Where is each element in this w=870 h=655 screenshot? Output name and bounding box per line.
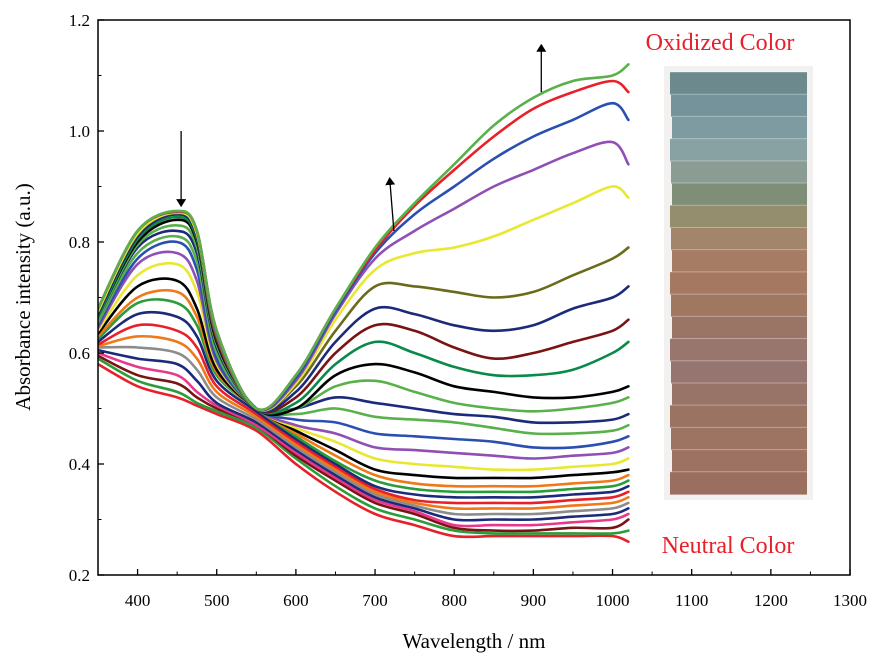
spectrum-line bbox=[98, 224, 630, 416]
color-swatch-strip bbox=[664, 66, 813, 500]
spectrum-line bbox=[98, 63, 630, 412]
swatch-band bbox=[671, 427, 807, 451]
x-tick-label: 600 bbox=[283, 591, 309, 610]
y-tick-label: 0.6 bbox=[69, 344, 90, 363]
spectrum-line bbox=[98, 140, 630, 412]
spectrum-line bbox=[98, 218, 630, 417]
spectrum-line bbox=[98, 323, 630, 505]
x-tick-label: 400 bbox=[125, 591, 151, 610]
y-tick-label: 0.8 bbox=[69, 233, 90, 252]
spectrum-line bbox=[98, 289, 630, 488]
swatch-band bbox=[671, 94, 807, 118]
y-tick-label: 1.2 bbox=[69, 11, 90, 30]
x-axis-label: Wavelength / nm bbox=[403, 629, 546, 653]
spectrum-line bbox=[98, 213, 630, 413]
spectrum-line bbox=[98, 354, 630, 533]
spectrum-line bbox=[98, 234, 630, 436]
x-tick-label: 1000 bbox=[596, 591, 630, 610]
swatch-band bbox=[672, 116, 807, 140]
spectrum-line bbox=[98, 185, 630, 412]
spectrum-line bbox=[98, 298, 630, 494]
swatch-band bbox=[671, 360, 807, 384]
spectrum-line bbox=[98, 348, 630, 522]
swatch-band bbox=[670, 405, 807, 428]
spectrum-line bbox=[98, 310, 630, 499]
swatch-band bbox=[670, 271, 807, 295]
spectrum-line bbox=[98, 229, 630, 425]
swatch-band bbox=[671, 227, 807, 251]
swatch-band bbox=[670, 338, 807, 362]
y-tick-label: 0.2 bbox=[69, 566, 90, 585]
y-axis-label: Absorbance intensity (a.u.) bbox=[11, 183, 35, 410]
x-tick-label: 900 bbox=[521, 591, 547, 610]
trend-arrow-up bbox=[385, 176, 396, 231]
spectrum-line bbox=[98, 240, 630, 450]
spectrum-line bbox=[98, 362, 630, 543]
x-axis-ticks: 400 500 600 700 800 900 1000 1100 1200 1300 bbox=[97, 569, 867, 610]
swatch-band bbox=[672, 316, 807, 340]
swatch-band bbox=[672, 382, 807, 406]
oxidized-color-label: Oxidized Color bbox=[646, 30, 795, 56]
swatch-band bbox=[672, 249, 807, 273]
swatch-band bbox=[670, 138, 807, 162]
spectrum-line bbox=[98, 334, 630, 511]
swatch-band bbox=[670, 471, 807, 495]
y-tick-label: 1.0 bbox=[69, 122, 90, 141]
swatch-band bbox=[670, 72, 807, 95]
neutral-color-label: Neutral Color bbox=[662, 533, 795, 559]
spectrum-line bbox=[98, 357, 630, 535]
spectrum-line bbox=[98, 351, 630, 528]
spectrum-line bbox=[98, 261, 630, 472]
spectrum-line bbox=[98, 250, 630, 460]
spectra-series bbox=[98, 63, 630, 543]
x-tick-label: 1200 bbox=[754, 591, 788, 610]
swatch-band bbox=[671, 160, 807, 184]
trend-arrows bbox=[176, 43, 547, 231]
swatch-band bbox=[672, 449, 807, 473]
swatch-band bbox=[671, 294, 807, 317]
spectrum-line bbox=[98, 215, 630, 415]
y-tick-label: 0.4 bbox=[69, 455, 91, 474]
x-tick-label: 800 bbox=[441, 591, 467, 610]
spectrum-line bbox=[98, 277, 630, 480]
swatch-band bbox=[672, 183, 807, 206]
spectrum-line bbox=[98, 345, 630, 516]
x-tick-label: 1300 bbox=[833, 591, 867, 610]
x-tick-label: 700 bbox=[362, 591, 388, 610]
x-tick-label: 1100 bbox=[675, 591, 708, 610]
y-axis-ticks: 0.2 0.4 0.6 0.8 1.0 1.2 bbox=[69, 11, 104, 585]
x-tick-label: 500 bbox=[204, 591, 230, 610]
swatch-band bbox=[670, 205, 807, 229]
